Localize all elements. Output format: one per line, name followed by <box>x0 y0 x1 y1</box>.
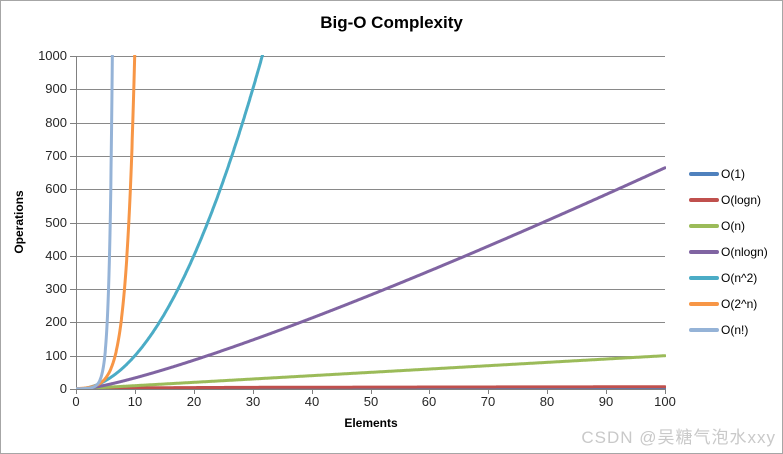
legend-swatch <box>689 250 719 254</box>
x-tick-label: 70 <box>480 394 496 409</box>
curve-on <box>76 354 666 389</box>
chart-title: Big-O Complexity <box>320 13 463 32</box>
legend-item: O(n!) <box>689 317 781 343</box>
y-tick-label: 900 <box>45 81 67 96</box>
legend-swatch <box>689 172 719 176</box>
legend-swatch <box>689 328 719 332</box>
curve-ologn <box>76 385 666 389</box>
x-tick-label: 50 <box>363 394 379 409</box>
x-tick-label: 40 <box>304 394 320 409</box>
x-tick-label: 90 <box>598 394 614 409</box>
y-tick-label: 1000 <box>38 48 67 63</box>
curve-on! <box>76 55 114 389</box>
y-tick-label: 400 <box>45 248 67 263</box>
watermark: CSDN @吴糖气泡水xxy <box>581 428 776 447</box>
legend-label: O(2^n) <box>721 297 758 311</box>
y-tick-label: 100 <box>45 348 67 363</box>
legend-label: O(n!) <box>721 323 749 337</box>
x-axis-title: Elements <box>344 416 398 430</box>
curve-on^2 <box>76 55 265 389</box>
legend-item: O(n^2) <box>689 265 781 291</box>
x-tick-label: 80 <box>539 394 555 409</box>
x-tick-label: 0 <box>72 394 80 409</box>
y-tick-label: 200 <box>45 314 67 329</box>
legend-swatch <box>689 276 719 280</box>
x-tick-label: 10 <box>127 394 143 409</box>
legend-label: O(n^2) <box>721 271 758 285</box>
legend-item: O(nlogn) <box>689 239 781 265</box>
x-tick-label: 100 <box>654 394 676 409</box>
legend-label: O(n) <box>721 219 745 233</box>
x-tick-label: 30 <box>245 394 261 409</box>
y-tick-label: 600 <box>45 181 67 196</box>
y-tick-label: 500 <box>45 215 67 230</box>
x-tick-label: 20 <box>186 394 202 409</box>
y-tick-label: 0 <box>59 381 67 396</box>
legend-item: O(n) <box>689 213 781 239</box>
y-tick-label: 300 <box>45 281 67 296</box>
legend-label: O(nlogn) <box>721 245 768 259</box>
legend-swatch <box>689 224 719 228</box>
legend-label: O(logn) <box>721 193 762 207</box>
legend-item: O(2^n) <box>689 291 781 317</box>
y-tick-label: 700 <box>45 148 67 163</box>
legend-item: O(1) <box>689 161 781 187</box>
legend-swatch <box>689 198 719 202</box>
x-tick-label: 60 <box>421 394 437 409</box>
legend-swatch <box>689 302 719 306</box>
legend-label: O(1) <box>721 167 745 181</box>
y-tick-label: 800 <box>45 115 67 130</box>
legend: O(1) O(logn) O(n) O(nlogn) O(n^2) O(2^n) O(n!) <box>689 161 781 343</box>
curve-onlogn <box>76 166 666 389</box>
legend-item: O(logn) <box>689 187 781 213</box>
